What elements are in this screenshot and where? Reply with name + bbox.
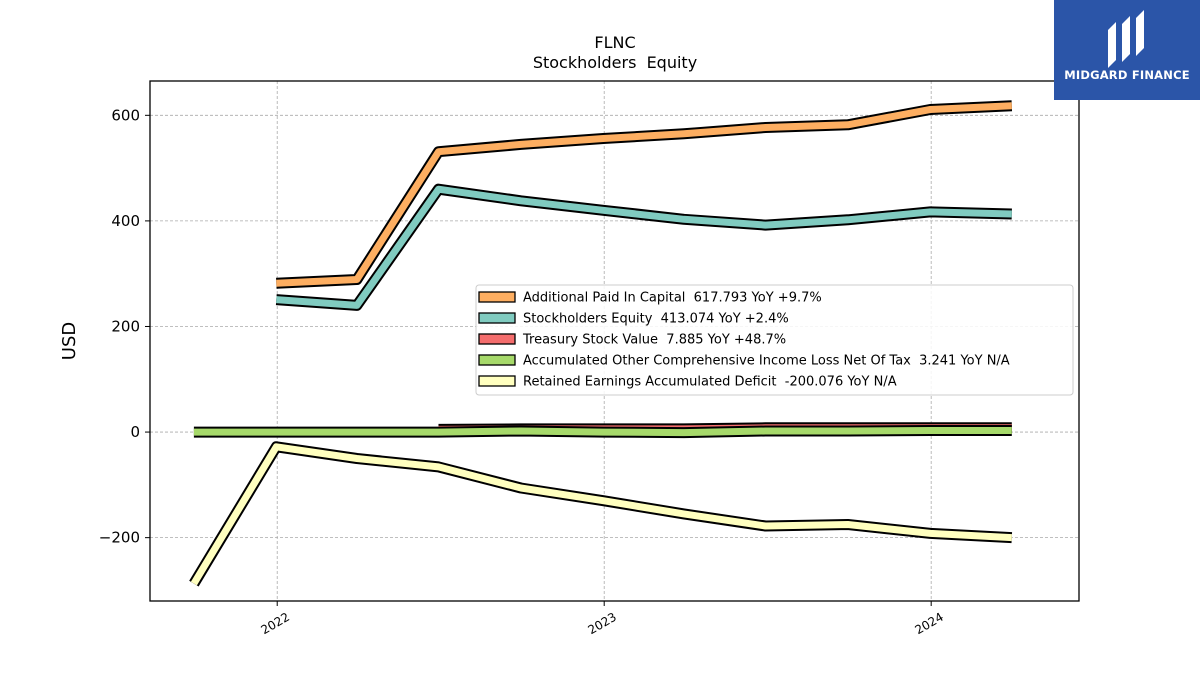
- x-tick-label: 2024: [912, 610, 945, 637]
- midgard-finance-logo: MIDGARD FINANCE: [1054, 0, 1200, 100]
- y-tick-label: 400: [111, 212, 140, 230]
- x-tick-label: 2023: [585, 610, 618, 637]
- chart-ticker: FLNC: [594, 33, 635, 52]
- y-tick-label: 200: [111, 317, 140, 335]
- chart-title: Stockholders Equity: [533, 53, 697, 72]
- legend-box: [475, 284, 1074, 396]
- legend-entry: Treasury Stock Value 7.885 YoY +48.7%: [522, 333, 786, 348]
- legend-entry: Stockholders Equity 413.074 YoY +2.4%: [523, 312, 789, 327]
- legend-swatch: [478, 312, 516, 324]
- midgard-logo-icon: [1108, 10, 1144, 68]
- series-line-accumulated-other-comprehensive-income-loss-net-of-tax: [193, 427, 1012, 437]
- legend-swatch: [478, 354, 516, 366]
- logo-text: MIDGARD FINANCE: [1064, 68, 1190, 82]
- x-axis: 2022 2023 2024: [258, 601, 946, 637]
- y-tick-label: −200: [99, 529, 140, 547]
- series-line-retained-earnings-accumulated-deficit: [190, 443, 1012, 586]
- y-tick-label: 0: [130, 423, 140, 441]
- y-axis: −200 0 200 400 600: [99, 106, 150, 547]
- legend: Additional Paid In Capital 617.793 YoY +…: [475, 284, 1074, 396]
- y-axis-label: USD: [59, 322, 80, 360]
- legend-swatch: [478, 333, 516, 345]
- legend-swatch: [478, 291, 516, 303]
- legend-entry: Additional Paid In Capital 617.793 YoY +…: [523, 291, 822, 306]
- x-tick-label: 2022: [258, 610, 291, 637]
- series-line-stockholders-equity: [276, 185, 1012, 309]
- legend-entry: Accumulated Other Comprehensive Income L…: [523, 354, 1010, 369]
- series-line-additional-paid-in-capital: [276, 102, 1012, 287]
- series-layer: [189, 100, 1013, 587]
- legend-entry: Retained Earnings Accumulated Deficit -2…: [523, 375, 897, 390]
- series-outline-retained-earnings-accumulated-deficit: [189, 441, 1013, 587]
- y-tick-label: 600: [111, 106, 140, 124]
- plot-frame: [149, 80, 1080, 602]
- legend-swatch: [478, 375, 516, 387]
